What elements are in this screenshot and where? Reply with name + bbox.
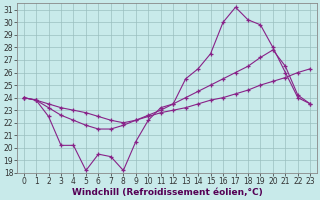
X-axis label: Windchill (Refroidissement éolien,°C): Windchill (Refroidissement éolien,°C): [72, 188, 262, 197]
